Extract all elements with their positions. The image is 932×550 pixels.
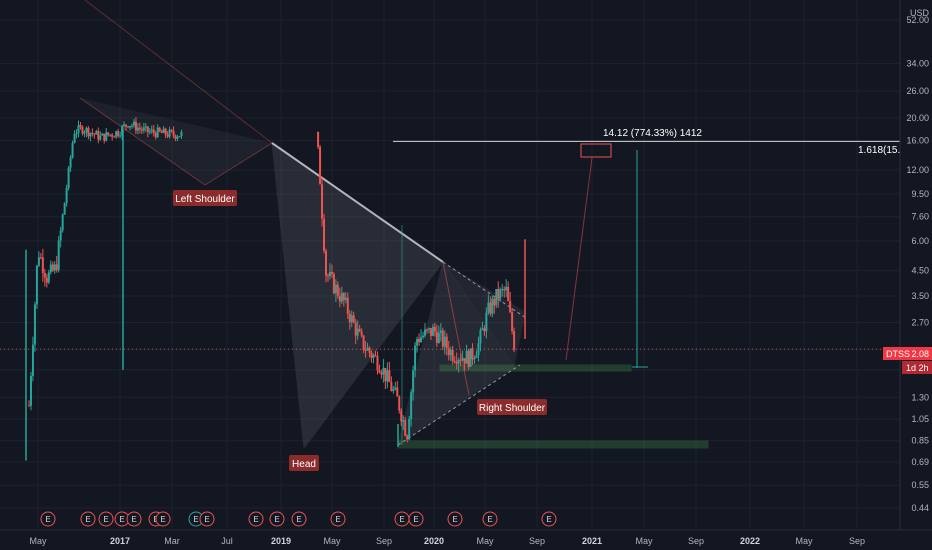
time-tick-label: May — [323, 536, 341, 546]
earnings-marker[interactable]: E — [408, 511, 424, 527]
time-tick-label: 2021 — [582, 536, 602, 546]
time-tick-label: Sep — [688, 536, 704, 546]
svg-text:E: E — [204, 515, 209, 524]
timeframe-badge: 1d 2h — [902, 361, 932, 374]
currency-label: USD — [910, 8, 930, 18]
time-tick-label: May — [635, 536, 653, 546]
price-tick-label: 7.60 — [911, 212, 929, 222]
svg-text:Left Shoulder: Left Shoulder — [175, 194, 235, 205]
svg-text:E: E — [546, 515, 551, 524]
earnings-marker[interactable]: E — [541, 511, 557, 527]
price-tick-label: 0.55 — [911, 480, 929, 490]
time-tick-label: 2020 — [424, 536, 444, 546]
time-tick-label: Jul — [221, 536, 233, 546]
price-tick-label: 26.00 — [906, 86, 929, 96]
price-tick-label: 4.50 — [911, 265, 929, 275]
time-tick-label: Mar — [164, 536, 180, 546]
price-tick-label: 1.30 — [911, 392, 929, 402]
price-tick-label: 2.70 — [911, 318, 929, 328]
svg-text:E: E — [487, 515, 492, 524]
left-shoulder-label[interactable]: Left Shoulder — [173, 190, 237, 206]
earnings-marker[interactable]: E — [98, 511, 114, 527]
price-tick-label: 1.05 — [911, 414, 929, 424]
svg-text:E: E — [413, 515, 418, 524]
price-tick-label: 34.00 — [906, 59, 929, 69]
svg-text:E: E — [253, 515, 258, 524]
earnings-marker[interactable]: E — [155, 511, 171, 527]
earnings-marker[interactable]: E — [447, 511, 463, 527]
candles-layer — [25, 117, 526, 461]
chart-grid — [0, 0, 900, 530]
price-tick-label: 6.00 — [911, 236, 929, 246]
svg-text:E: E — [85, 515, 90, 524]
price-tick-label: 0.69 — [911, 457, 929, 467]
earnings-marker[interactable]: E — [114, 511, 130, 527]
price-tick-label: 52.00 — [906, 15, 929, 25]
price-tick-label: 12.00 — [906, 165, 929, 175]
price-tick-label: 16.00 — [906, 136, 929, 146]
time-tick-label: 2017 — [110, 536, 130, 546]
time-tick-label: May — [29, 536, 47, 546]
time-tick-label: 2019 — [271, 536, 291, 546]
svg-text:E: E — [335, 515, 340, 524]
svg-text:E: E — [160, 515, 165, 524]
earnings-marker[interactable]: E — [394, 511, 410, 527]
earnings-marker[interactable]: E — [126, 511, 142, 527]
price-tick-label: 3.50 — [911, 291, 929, 301]
svg-text:E: E — [45, 515, 50, 524]
earnings-marker[interactable]: E — [248, 511, 264, 527]
svg-text:E: E — [296, 515, 301, 524]
time-tick-label: Sep — [849, 536, 865, 546]
svg-text:2.08: 2.08 — [911, 349, 929, 359]
time-tick-label: May — [795, 536, 813, 546]
earnings-marker[interactable]: E — [40, 511, 56, 527]
svg-text:E: E — [193, 515, 198, 524]
earnings-marker[interactable]: E — [482, 511, 498, 527]
drawings-layer — [0, 0, 900, 450]
svg-text:E: E — [399, 515, 404, 524]
time-axis-labels: May 2017 Mar Jul 2019 May Sep 2020 May Sep 2021 May… — [29, 536, 865, 546]
fib-level-label: 1.618(15.89) — [858, 145, 915, 156]
time-tick-label: Sep — [376, 536, 392, 546]
earnings-marker[interactable]: E — [330, 511, 346, 527]
earnings-marker[interactable]: E — [199, 511, 215, 527]
svg-text:1d 2h: 1d 2h — [906, 363, 929, 373]
earnings-marker[interactable]: E — [80, 511, 96, 527]
price-tick-label: 9.50 — [911, 189, 929, 199]
time-axis[interactable]: May 2017 Mar Jul 2019 May Sep 2020 May Sep 2021 May… — [0, 529, 932, 550]
ticker-badge: DTSS 2.08 — [883, 347, 932, 360]
right-shoulder-label[interactable]: Right Shoulder — [477, 399, 547, 415]
earnings-marker[interactable]: E — [291, 511, 307, 527]
svg-text:Head: Head — [292, 459, 316, 470]
projection-label: 14.12 (774.33%) 1412 — [603, 128, 702, 139]
svg-text:E: E — [452, 515, 457, 524]
price-tick-label: 20.00 — [906, 113, 929, 123]
svg-text:E: E — [103, 515, 108, 524]
price-tick-label: 0.44 — [911, 503, 929, 513]
svg-text:E: E — [274, 515, 279, 524]
time-tick-label: Sep — [529, 536, 545, 546]
time-tick-label: May — [476, 536, 494, 546]
price-tick-label: 0.85 — [911, 436, 929, 446]
head-label[interactable]: Head — [289, 455, 319, 471]
price-scale[interactable]: USD 52.00 34.00 26.00 20.00 16.00 12.00 9.50 7.… — [899, 0, 932, 530]
earnings-markers[interactable]: EEEEEEEEEEEEEEEEEE — [40, 511, 557, 527]
svg-text:E: E — [131, 515, 136, 524]
svg-text:E: E — [119, 515, 124, 524]
time-tick-label: 2022 — [740, 536, 760, 546]
earnings-marker[interactable]: E — [269, 511, 285, 527]
svg-text:DTSS: DTSS — [886, 349, 910, 359]
svg-text:Right Shoulder: Right Shoulder — [479, 403, 546, 414]
